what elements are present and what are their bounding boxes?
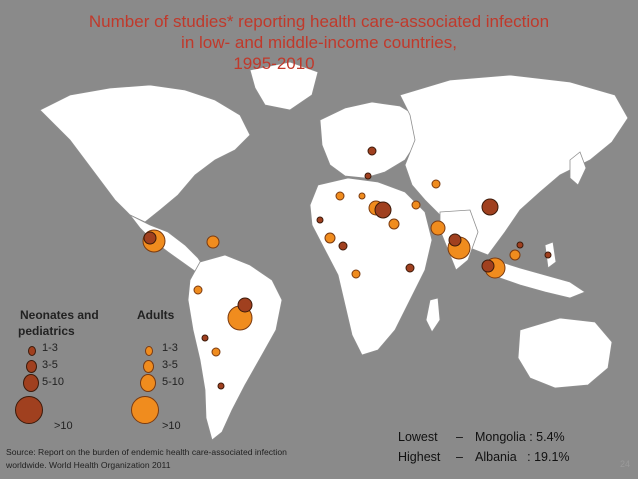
central-america-landmass	[129, 214, 207, 273]
legend-adults-heading: Adults	[137, 308, 175, 322]
legend-neonate-dot-1	[28, 346, 36, 356]
legend-adult-label-2: 3-5	[162, 359, 178, 371]
title-line-2: in low- and middle-income countries,	[181, 33, 457, 52]
legend-neonate-dot-4	[15, 396, 43, 424]
legend-neonate-dot-3	[23, 374, 39, 392]
africa-landmass	[309, 177, 433, 356]
asia-landmass	[399, 74, 629, 256]
europe-landmass	[319, 101, 421, 179]
legend-adult-dot-3	[140, 374, 156, 392]
study-marker	[237, 297, 253, 313]
study-marker	[481, 259, 495, 273]
legend-neonate-dot-2	[26, 360, 37, 373]
legend-adult-label-4: >10	[162, 420, 181, 432]
highest-value: Albania : 19.1%	[475, 450, 570, 464]
study-marker	[201, 334, 209, 342]
study-marker	[431, 179, 441, 189]
study-marker	[405, 263, 415, 273]
study-marker	[335, 191, 345, 201]
australia-landmass	[517, 317, 613, 389]
study-marker	[338, 241, 348, 251]
title-line-1: Number of studies* reporting health care…	[88, 12, 550, 31]
lowest-value: Mongolia : 5.4%	[475, 430, 565, 444]
study-marker	[206, 235, 220, 249]
study-marker	[448, 233, 462, 247]
study-marker	[324, 232, 336, 244]
page-number: 24	[619, 459, 630, 469]
study-marker	[516, 241, 524, 249]
madagascar-landmass	[425, 297, 441, 333]
legend-neonate-label-1: 1-3	[42, 342, 58, 354]
study-marker	[351, 269, 361, 279]
study-marker	[411, 200, 421, 210]
study-marker	[217, 382, 225, 390]
legend-neonate-label-4: >10	[54, 420, 73, 432]
study-marker	[367, 146, 377, 156]
study-marker	[388, 218, 400, 230]
legend-adult-dot-4	[131, 396, 159, 424]
study-marker	[481, 198, 499, 216]
study-marker	[358, 192, 366, 200]
legend-adult-dot-2	[143, 360, 154, 373]
lowest-label: Lowest	[398, 430, 438, 444]
study-marker	[211, 347, 221, 357]
legend-neonates-heading-1: Neonates and	[20, 308, 99, 322]
legend-adult-label-3: 5-10	[162, 376, 185, 388]
study-marker	[430, 220, 446, 236]
highest-separator: –	[456, 450, 463, 464]
study-marker	[193, 285, 203, 295]
legend-adult-label-1: 1-3	[162, 342, 178, 354]
study-marker	[509, 249, 521, 261]
south-america-landmass	[187, 254, 283, 441]
north-america-landmass	[39, 84, 251, 223]
legend-neonates-heading-2: pediatrics	[18, 324, 75, 338]
study-marker	[143, 231, 157, 245]
legend-neonate-label-2: 3-5	[42, 359, 58, 371]
legend-adult-dot-1	[145, 346, 153, 356]
study-marker	[374, 201, 392, 219]
legend-neonate-label-3: 5-10	[42, 376, 65, 388]
japan-landmass	[569, 151, 587, 186]
study-marker	[316, 216, 324, 224]
highest-label: Highest	[398, 450, 441, 464]
source-line-1: Source: Report on the burden of endemic …	[6, 447, 287, 457]
study-marker	[544, 251, 552, 259]
lowest-separator: –	[456, 430, 463, 444]
greenland-landmass	[249, 61, 319, 111]
source-line-2: worldwide. World Health Organization 201…	[6, 460, 171, 470]
study-marker	[364, 172, 372, 180]
neonate-study-markers	[143, 146, 552, 390]
title-line-3: 1995-2010	[233, 54, 315, 73]
southeast-asia-landmass	[494, 259, 586, 299]
